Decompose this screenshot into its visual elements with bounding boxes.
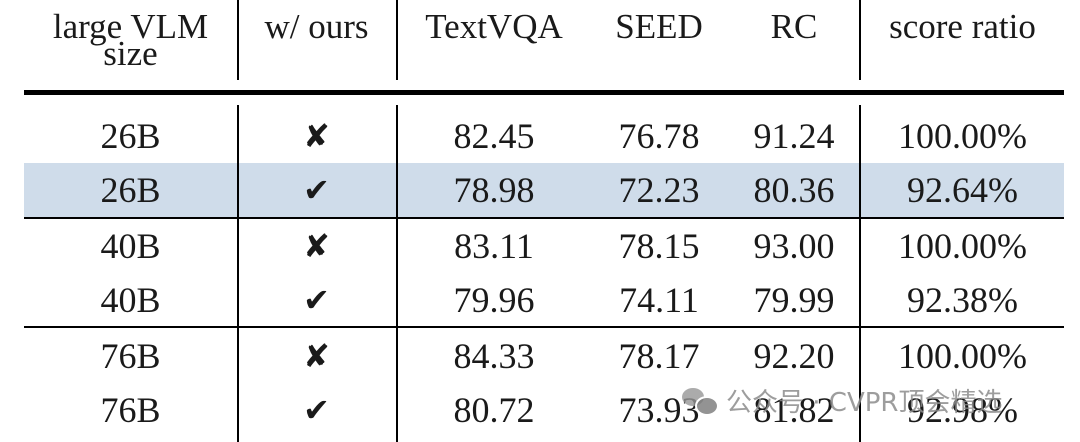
cross-mark-icon: ✘ bbox=[303, 227, 330, 265]
col-divider-2 bbox=[396, 0, 398, 80]
header-size-line2: size bbox=[103, 34, 158, 73]
cell-rc: 92.20 bbox=[753, 336, 835, 376]
cross-mark-icon: ✘ bbox=[303, 337, 330, 375]
cell-ratio: 100.00% bbox=[898, 116, 1027, 156]
cell-size: 26B bbox=[100, 116, 161, 156]
header-textvqa: TextVQA bbox=[425, 6, 563, 46]
watermark-text: 公众号 · CVPR顶会精选 bbox=[726, 387, 1003, 418]
highlight-row-background bbox=[24, 163, 1064, 217]
header-size: large VLM size bbox=[24, 6, 237, 74]
col-divider-2 bbox=[396, 105, 398, 442]
watermark: 公众号 · CVPR顶会精选 bbox=[682, 378, 1002, 422]
col-divider-1 bbox=[237, 105, 239, 442]
col-divider-3 bbox=[859, 105, 861, 442]
cell-ratio: 92.38% bbox=[907, 280, 1018, 320]
check-mark-icon: ✔ bbox=[303, 391, 330, 429]
cell-textvqa: 78.98 bbox=[453, 170, 535, 210]
cell-rc: 81.82 bbox=[753, 390, 835, 430]
cell-textvqa: 84.33 bbox=[453, 336, 535, 376]
cell-seed: 76.78 bbox=[618, 116, 700, 156]
cell-rc: 80.36 bbox=[753, 170, 835, 210]
group-rule-2 bbox=[24, 326, 1064, 328]
cell-size: 76B bbox=[100, 390, 161, 430]
col-divider-3 bbox=[859, 0, 861, 80]
header-size-line1: large VLM bbox=[52, 6, 209, 46]
cell-rc: 79.99 bbox=[753, 280, 835, 320]
cross-mark-icon: ✘ bbox=[303, 117, 330, 155]
cell-textvqa: 80.72 bbox=[453, 390, 535, 430]
header-ratio: score ratio bbox=[889, 6, 1036, 46]
cell-seed: 78.17 bbox=[618, 336, 700, 376]
cell-size: 26B bbox=[100, 170, 161, 210]
check-mark-icon: ✔ bbox=[303, 171, 330, 209]
cell-size: 40B bbox=[100, 280, 161, 320]
wechat-icon bbox=[682, 386, 719, 416]
cell-textvqa: 79.96 bbox=[453, 280, 535, 320]
cell-size: 76B bbox=[100, 336, 161, 376]
cell-ratio: 92.64% bbox=[907, 170, 1018, 210]
header-seed: SEED bbox=[615, 6, 703, 46]
cell-textvqa: 82.45 bbox=[453, 116, 535, 156]
header-ours: w/ ours bbox=[264, 6, 369, 46]
cell-rc: 93.00 bbox=[753, 226, 835, 266]
cell-ratio: 100.00% bbox=[898, 226, 1027, 266]
header-rc: RC bbox=[770, 6, 818, 46]
cell-ratio: 100.00% bbox=[898, 336, 1027, 376]
check-mark-icon: ✔ bbox=[303, 281, 330, 319]
header-rule-thick bbox=[24, 90, 1064, 95]
results-table: large VLM size w/ ours TextVQA SEED RC s… bbox=[24, 0, 1064, 442]
cell-seed: 72.23 bbox=[618, 170, 700, 210]
cell-rc: 91.24 bbox=[753, 116, 835, 156]
col-divider-1 bbox=[237, 0, 239, 80]
cell-size: 40B bbox=[100, 226, 161, 266]
cell-textvqa: 83.11 bbox=[454, 226, 534, 266]
cell-seed: 74.11 bbox=[619, 280, 699, 320]
cell-ratio: 92.98% bbox=[907, 390, 1018, 430]
cell-seed: 78.15 bbox=[618, 226, 700, 266]
group-rule-1 bbox=[24, 217, 1064, 219]
